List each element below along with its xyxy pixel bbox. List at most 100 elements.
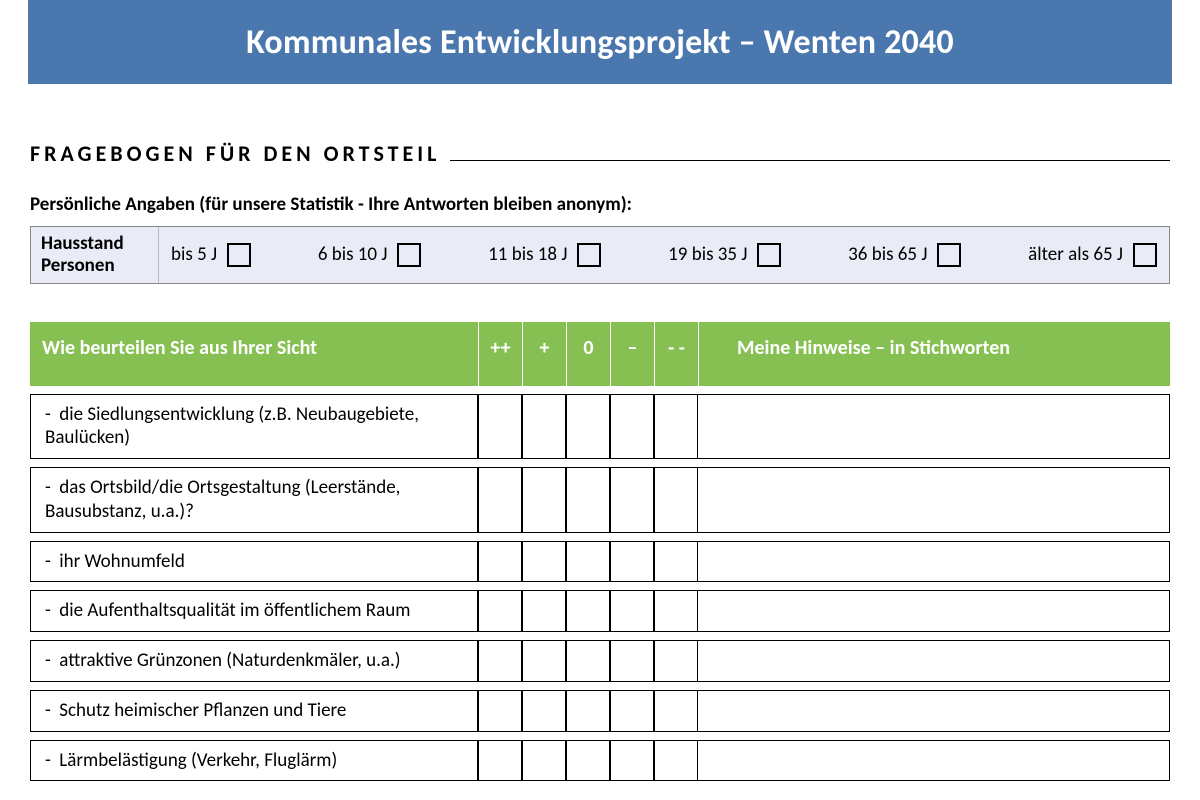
notes-cell[interactable] [698, 590, 1170, 632]
rating-cell[interactable] [522, 690, 566, 732]
notes-cell[interactable] [698, 690, 1170, 732]
rating-cell[interactable] [566, 740, 610, 782]
checkbox-icon[interactable] [227, 243, 251, 267]
section-title: FRAGEBOGEN FÜR DEN ORTSTEIL [30, 140, 440, 167]
rating-cell[interactable] [610, 690, 654, 732]
header-question: Wie beurteilen Sie aus Ihrer Sicht [30, 322, 478, 386]
rating-cell[interactable] [566, 394, 610, 460]
rating-cell[interactable] [654, 394, 698, 460]
rating-cell[interactable] [610, 394, 654, 460]
header-rating-mm: - - [654, 322, 698, 386]
rating-cell[interactable] [478, 690, 522, 732]
question-text: das Ortsbild/die Ortsgestaltung (Leerstä… [45, 476, 400, 523]
table-row: - ihr Wohnumfeld [30, 541, 1170, 583]
rating-cell[interactable] [654, 590, 698, 632]
ortsteil-blank-line[interactable] [450, 160, 1170, 161]
rating-cell[interactable] [522, 590, 566, 632]
question-cell: - attraktive Grünzonen (Naturdenkmäler, … [30, 640, 478, 682]
question-cell: - Lärmbelästigung (Verkehr, Fluglärm) [30, 740, 478, 782]
rating-cell[interactable] [610, 590, 654, 632]
household-option-label: 11 bis 18 J [488, 243, 567, 266]
household-row-label: Hausstand Personen [31, 227, 159, 283]
rating-cell[interactable] [478, 394, 522, 460]
question-cell: - die Aufenthaltsqualität im öffentliche… [30, 590, 478, 632]
question-text: attraktive Grünzonen (Naturdenkmäler, u.… [59, 649, 400, 672]
household-option-4: 36 bis 65 J [836, 243, 967, 267]
rating-cell[interactable] [522, 541, 566, 583]
question-cell: - die Siedlungsentwicklung (z.B. Neubaug… [30, 394, 478, 460]
household-row: Hausstand Personen bis 5 J 6 bis 10 J 11… [30, 226, 1170, 284]
rating-cell[interactable] [522, 640, 566, 682]
rating-cell[interactable] [478, 590, 522, 632]
household-label-line1: Hausstand [41, 232, 124, 255]
checkbox-icon[interactable] [1133, 243, 1157, 267]
question-text: die Siedlungsentwicklung (z.B. Neubaugeb… [45, 403, 419, 450]
rating-cell[interactable] [610, 740, 654, 782]
household-option-label: bis 5 J [171, 243, 217, 266]
question-cell: - ihr Wohnumfeld [30, 541, 478, 583]
question-text: die Aufenthaltsqualität im öffentlichem … [59, 599, 410, 622]
checkbox-icon[interactable] [937, 243, 961, 267]
rating-cell[interactable] [478, 467, 522, 533]
rating-cell[interactable] [522, 394, 566, 460]
checkbox-icon[interactable] [577, 243, 601, 267]
rating-cell[interactable] [654, 740, 698, 782]
household-option-label: 6 bis 10 J [318, 243, 388, 266]
notes-cell[interactable] [698, 740, 1170, 782]
section-title-row: FRAGEBOGEN FÜR DEN ORTSTEIL [30, 140, 1170, 167]
table-row: - das Ortsbild/die Ortsgestaltung (Leers… [30, 467, 1170, 533]
rating-cell[interactable] [566, 640, 610, 682]
table-row: - Schutz heimischer Pflanzen und Tiere [30, 690, 1170, 732]
notes-cell[interactable] [698, 467, 1170, 533]
rating-cell[interactable] [522, 740, 566, 782]
rating-cell[interactable] [566, 541, 610, 583]
household-options: bis 5 J 6 bis 10 J 11 bis 18 J 19 bis 35… [159, 227, 1169, 283]
rating-cell[interactable] [566, 590, 610, 632]
household-option-3: 19 bis 35 J [656, 243, 787, 267]
notes-cell[interactable] [698, 640, 1170, 682]
rating-cell[interactable] [654, 467, 698, 533]
household-option-label: 19 bis 35 J [668, 243, 747, 266]
question-table: Wie beurteilen Sie aus Ihrer Sicht ++ + … [30, 314, 1170, 790]
question-text: Lärmbelästigung (Verkehr, Fluglärm) [59, 749, 337, 772]
rating-cell[interactable] [522, 467, 566, 533]
rating-cell[interactable] [654, 640, 698, 682]
rating-cell[interactable] [654, 541, 698, 583]
household-option-1: 6 bis 10 J [306, 243, 428, 267]
table-row: - Lärmbelästigung (Verkehr, Fluglärm) [30, 740, 1170, 782]
notes-cell[interactable] [698, 394, 1170, 460]
table-row: - attraktive Grünzonen (Naturdenkmäler, … [30, 640, 1170, 682]
rating-cell[interactable] [610, 640, 654, 682]
household-option-label: älter als 65 J [1028, 243, 1123, 266]
header-rating-m: – [610, 322, 654, 386]
question-cell: - das Ortsbild/die Ortsgestaltung (Leers… [30, 467, 478, 533]
household-label-line2: Personen [41, 254, 115, 277]
household-option-label: 36 bis 65 J [848, 243, 927, 266]
question-table-header: Wie beurteilen Sie aus Ihrer Sicht ++ + … [30, 322, 1170, 386]
household-option-5: älter als 65 J [1016, 243, 1163, 267]
personal-intro: Persönliche Angaben (für unsere Statisti… [30, 193, 1170, 216]
rating-cell[interactable] [610, 541, 654, 583]
checkbox-icon[interactable] [397, 243, 421, 267]
rating-cell[interactable] [478, 740, 522, 782]
question-text: Schutz heimischer Pflanzen und Tiere [59, 699, 346, 722]
banner-title: Kommunales Entwicklungsprojekt – Wenten … [246, 22, 954, 63]
rating-cell[interactable] [478, 541, 522, 583]
table-row: - die Aufenthaltsqualität im öffentliche… [30, 590, 1170, 632]
question-text: ihr Wohnumfeld [59, 550, 185, 573]
banner: Kommunales Entwicklungsprojekt – Wenten … [28, 0, 1172, 84]
header-notes: Meine Hinweise – in Stichworten [698, 322, 1170, 386]
header-rating-0: 0 [566, 322, 610, 386]
rating-cell[interactable] [566, 690, 610, 732]
question-cell: - Schutz heimischer Pflanzen und Tiere [30, 690, 478, 732]
header-rating-pp: ++ [478, 322, 522, 386]
table-row: - die Siedlungsentwicklung (z.B. Neubaug… [30, 394, 1170, 460]
notes-cell[interactable] [698, 541, 1170, 583]
household-option-2: 11 bis 18 J [476, 243, 607, 267]
rating-cell[interactable] [566, 467, 610, 533]
rating-cell[interactable] [654, 690, 698, 732]
rating-cell[interactable] [610, 467, 654, 533]
rating-cell[interactable] [478, 640, 522, 682]
checkbox-icon[interactable] [757, 243, 781, 267]
household-option-0: bis 5 J [159, 243, 257, 267]
